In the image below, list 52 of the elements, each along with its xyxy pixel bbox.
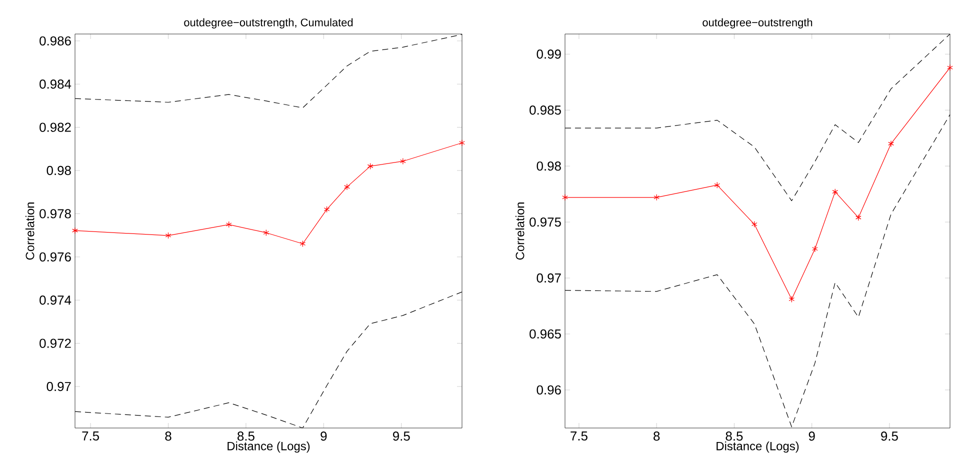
point [714, 182, 720, 188]
point [812, 246, 818, 252]
point [654, 194, 660, 201]
y-tick-label: 0.976 [40, 252, 71, 262]
y-tick-label: 0.982 [40, 122, 71, 132]
chart-title: outdegree−outstrength, Cumulated [184, 18, 353, 28]
point [226, 221, 232, 228]
point [165, 232, 172, 239]
y-axis-title: Correlation [25, 202, 34, 260]
y-tick-label: 0.96 [536, 385, 561, 395]
x-axis-title: Distance (Logs) [228, 442, 310, 453]
x-axis-title: Distance (Logs) [716, 442, 799, 453]
point [788, 296, 795, 303]
point [562, 194, 568, 201]
point [752, 220, 758, 228]
point [459, 140, 465, 146]
y-tick-label: 0.965 [530, 329, 561, 339]
point [367, 162, 374, 170]
y-tick-label: 0.97 [536, 273, 561, 283]
chart-title: outdegree−outstrength [702, 18, 812, 28]
x-tick-label: 9 [320, 432, 327, 441]
y-tick-label: 0.97 [46, 382, 71, 392]
point [324, 206, 330, 213]
x-tick-label: 7.5 [570, 432, 588, 441]
point [300, 240, 306, 248]
y-tick-label: 0.98 [536, 161, 561, 171]
point [72, 227, 78, 234]
y-tick-label: 0.99 [536, 50, 561, 59]
y-tick-label: 0.975 [530, 217, 561, 227]
point [263, 229, 270, 236]
point [947, 64, 953, 71]
y-tick-label: 0.986 [40, 36, 71, 46]
x-tick-label: 9.5 [392, 432, 410, 441]
x-tick-label: 8.5 [726, 432, 743, 441]
x-tick-label: 9 [808, 432, 815, 441]
y-tick-label: 0.985 [530, 106, 561, 115]
x-tick-label: 8 [165, 432, 172, 441]
y-tick-label: 0.974 [40, 296, 72, 305]
x-tick-label: 8.5 [238, 432, 254, 441]
point [856, 214, 862, 221]
x-tick-label: 9.5 [881, 432, 898, 441]
y-tick-label: 0.98 [46, 166, 71, 176]
point [888, 140, 894, 147]
y-tick-label: 0.972 [40, 338, 71, 348]
y-tick-label: 0.978 [40, 209, 71, 218]
x-tick-label: 8 [654, 432, 660, 441]
point [832, 188, 838, 196]
x-tick-label: 7.5 [82, 432, 99, 441]
y-axis-title: Correlation [515, 202, 524, 260]
y-tick-label: 0.984 [40, 80, 72, 89]
point [400, 158, 406, 165]
point [344, 184, 350, 190]
